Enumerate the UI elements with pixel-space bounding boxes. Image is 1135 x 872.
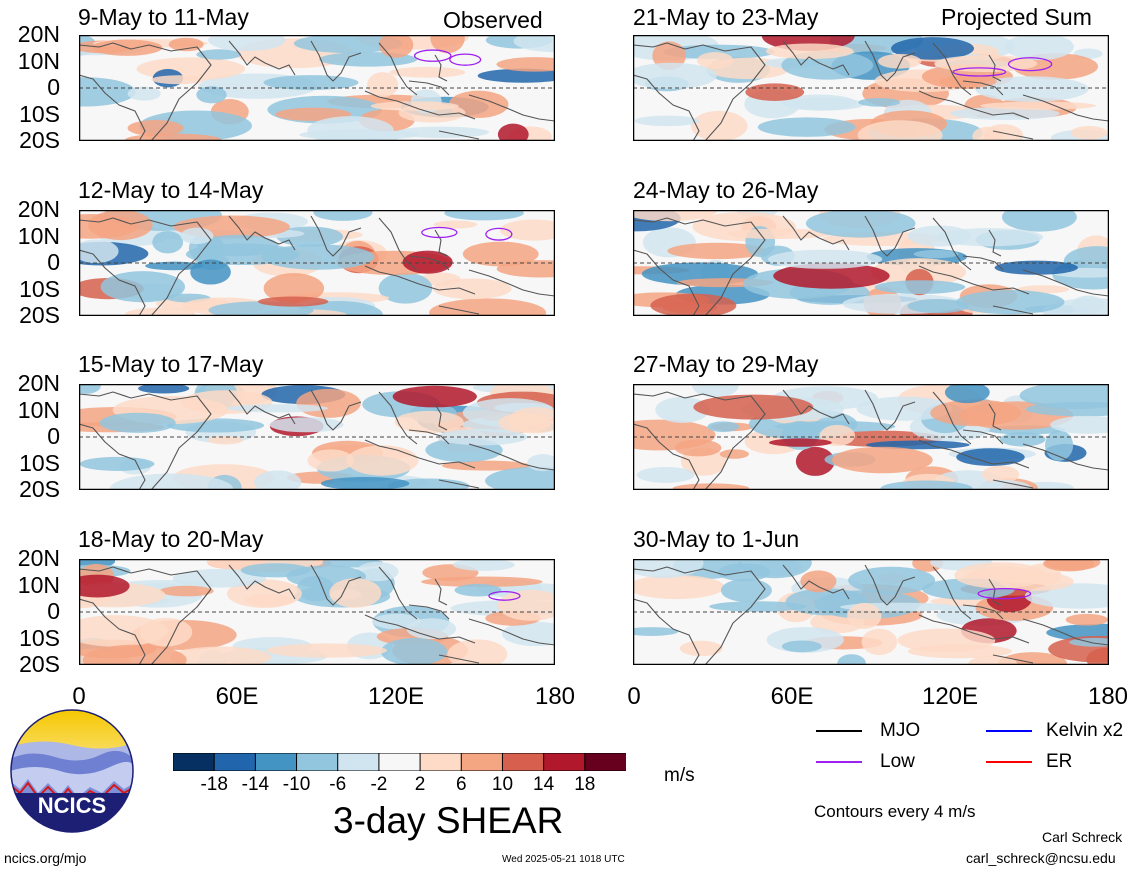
colorbar-swatch xyxy=(254,752,298,772)
colorbar-tick-label: -6 xyxy=(329,774,347,795)
footer-author: Carl Schreck xyxy=(1042,829,1123,845)
panel-title-right-4: 30-May to 1-Jun xyxy=(633,526,800,552)
x-tick-right-60e: 60E xyxy=(770,683,814,710)
colorbar-swatch xyxy=(501,752,545,772)
shear-field xyxy=(79,35,555,141)
lat-label-row1-0: 20N xyxy=(17,21,60,47)
shear-field xyxy=(633,35,1109,141)
panel-title-right-1: 21-May to 23-May xyxy=(633,4,819,30)
colorbar xyxy=(172,752,627,772)
x-tick-right-180: 180 xyxy=(1087,683,1129,710)
shear-field xyxy=(79,559,555,665)
map-panel-left-1 xyxy=(79,35,555,141)
ncics-logo: NCICS xyxy=(10,709,134,833)
low-label: Low xyxy=(880,751,915,772)
colorbar-swatch xyxy=(172,752,216,772)
lat-label-row2-2: 0 xyxy=(47,249,60,275)
footer-timestamp: Wed 2025-05-21 1018 UTC xyxy=(502,854,625,865)
logo-text: NCICS xyxy=(38,793,106,818)
x-tick-left-60e: 60E xyxy=(215,683,259,710)
colorbar-swatch xyxy=(378,752,422,772)
colorbar-tick-label: -2 xyxy=(370,774,388,795)
lat-label-row3-4: 20S xyxy=(19,476,60,502)
lat-label-row3-2: 0 xyxy=(47,423,60,449)
map-panel-right-2 xyxy=(633,210,1109,316)
colorbar-units: m/s xyxy=(664,765,695,786)
colorbar-tick-label: -14 xyxy=(241,774,270,795)
panel-title-left-4: 18-May to 20-May xyxy=(78,526,264,552)
er-label: ER xyxy=(1046,751,1073,772)
lat-label-row3-3: 10S xyxy=(19,450,60,476)
mjo-label: MJO xyxy=(880,720,921,741)
panel-title-left-2: 12-May to 14-May xyxy=(78,177,264,203)
panel-title-left-1: 9-May to 11-May xyxy=(78,4,249,30)
lat-label-row3-0: 20N xyxy=(17,370,60,396)
lat-label-row1-3: 10S xyxy=(19,101,60,127)
x-tick-left-0: 0 xyxy=(72,683,86,710)
footer-url[interactable]: ncics.org/mjo xyxy=(4,850,87,866)
lat-label-row2-0: 20N xyxy=(17,196,60,222)
shear-field xyxy=(79,210,555,316)
x-tick-right-0: 0 xyxy=(627,683,641,710)
er-line-sample xyxy=(986,761,1032,763)
lat-label-row3-1: 10N xyxy=(17,397,60,423)
colorbar-tick-label: 2 xyxy=(414,774,426,795)
colorbar-swatch xyxy=(296,752,339,772)
x-tick-left-120e: 120E xyxy=(367,683,425,710)
colorbar-swatch xyxy=(460,752,504,772)
shear-field xyxy=(633,559,1109,665)
shear-field xyxy=(633,384,1109,490)
footer-email[interactable]: carl_schreck@ncsu.edu xyxy=(966,850,1116,866)
mjo-line-sample xyxy=(816,730,862,732)
x-tick-left-180: 180 xyxy=(534,683,576,710)
colorbar-title: 3-day SHEAR xyxy=(333,800,564,841)
colorbar-swatch xyxy=(543,752,586,772)
colorbar-tick-label: 18 xyxy=(574,774,596,795)
lat-label-row4-4: 20S xyxy=(19,651,60,677)
lat-label-row2-1: 10N xyxy=(17,223,60,249)
colorbar-tick-label: 10 xyxy=(491,774,514,795)
lat-label-row1-1: 10N xyxy=(17,48,60,74)
colorbar-swatch xyxy=(213,752,257,772)
lat-label-row2-4: 20S xyxy=(19,302,60,328)
panel-title-right-3: 27-May to 29-May xyxy=(633,351,819,377)
lat-label-row1-2: 0 xyxy=(47,74,60,100)
colorbar-tick-label: 14 xyxy=(533,774,555,795)
contours-note: Contours every 4 m/s xyxy=(814,802,976,821)
observed-header: Observed xyxy=(443,7,543,33)
colorbar-tick-label: -18 xyxy=(200,774,228,795)
lat-label-row4-0: 20N xyxy=(17,545,60,571)
lat-label-row4-2: 0 xyxy=(47,598,60,624)
map-panel-left-2 xyxy=(79,210,555,316)
shear-field xyxy=(79,384,555,490)
colorbar-tick-label: 6 xyxy=(455,774,467,795)
lat-label-row1-4: 20S xyxy=(19,127,60,153)
panel-title-left-3: 15-May to 17-May xyxy=(78,351,264,377)
map-panel-right-1 xyxy=(633,35,1109,141)
panel-title-right-2: 24-May to 26-May xyxy=(633,177,819,203)
lat-label-row4-3: 10S xyxy=(19,625,60,651)
lat-label-row4-1: 10N xyxy=(17,572,60,598)
map-panel-right-3 xyxy=(633,384,1109,490)
colorbar-swatch xyxy=(337,752,380,772)
map-panel-left-4 xyxy=(79,559,555,665)
colorbar-tick-label: -10 xyxy=(282,774,311,795)
shear-field xyxy=(633,210,1109,316)
colorbar-swatch xyxy=(419,752,463,772)
map-panel-left-3 xyxy=(79,384,555,490)
low-line-sample xyxy=(816,761,862,763)
kelvin-line-sample xyxy=(986,730,1032,732)
projected-header: Projected Sum xyxy=(941,4,1092,30)
kelvin-label: Kelvin x2 xyxy=(1046,720,1124,741)
x-tick-right-120e: 120E xyxy=(921,683,979,710)
map-panel-right-4 xyxy=(633,559,1109,665)
lat-label-row2-3: 10S xyxy=(19,276,60,302)
colorbar-swatch xyxy=(584,752,627,772)
